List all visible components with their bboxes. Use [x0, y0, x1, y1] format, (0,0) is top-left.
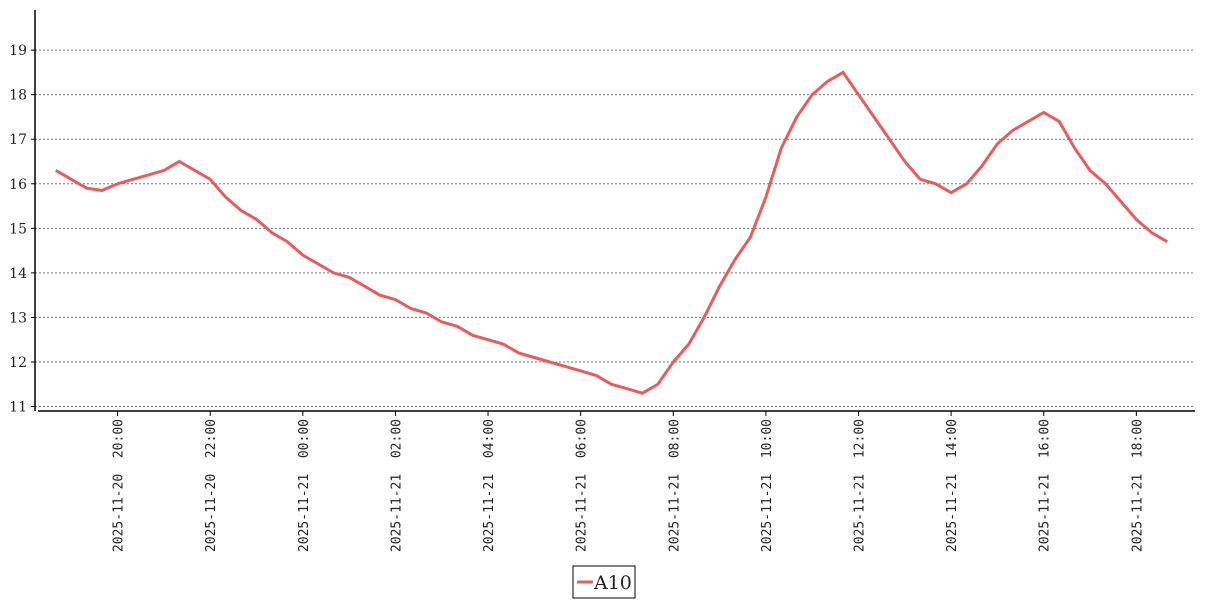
- x-tick-label: 2025-11-21 08:00: [667, 419, 682, 552]
- x-tick-label: 2025-11-21 02:00: [389, 419, 404, 552]
- legend-label: A10: [593, 572, 632, 594]
- y-tick-label: 19: [9, 43, 27, 59]
- y-tick-label: 17: [9, 132, 27, 148]
- x-tick-label: 2025-11-21 14:00: [945, 419, 960, 552]
- y-tick-label: 14: [9, 266, 27, 282]
- y-tick-label: 12: [9, 355, 27, 371]
- x-tick-label: 2025-11-21 16:00: [1038, 419, 1053, 552]
- y-tick-label: 13: [9, 310, 27, 326]
- y-tick-label: 16: [9, 177, 27, 193]
- x-tick-label: 2025-11-21 06:00: [575, 419, 590, 552]
- x-tick-label: 2025-11-21 10:00: [760, 419, 775, 552]
- x-tick-label: 2025-11-21 18:00: [1130, 419, 1145, 552]
- legend: A10: [572, 565, 636, 599]
- x-tick-label: 2025-11-21 00:00: [297, 419, 312, 552]
- x-tick-label: 2025-11-21 12:00: [852, 419, 867, 552]
- series-line: [55, 70, 1168, 395]
- y-tick-label: 18: [9, 88, 27, 104]
- x-tick-label: 2025-11-21 04:00: [482, 419, 497, 552]
- x-tick-label: 2025-11-20 22:00: [204, 419, 219, 552]
- x-tick-label: 2025-11-20 20:00: [112, 419, 127, 552]
- y-tick-label: 15: [9, 221, 27, 237]
- y-tick-label: 11: [9, 400, 27, 416]
